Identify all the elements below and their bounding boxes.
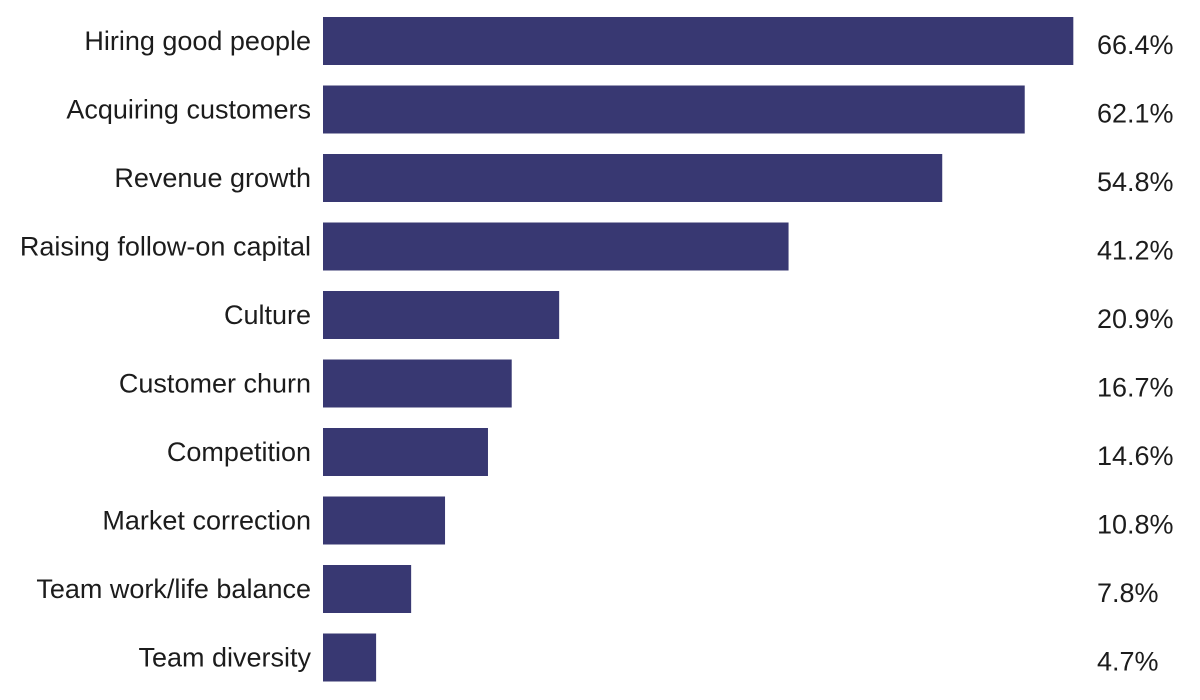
category-label: Revenue growth	[114, 163, 311, 193]
value-label: 4.7%	[1097, 647, 1159, 677]
bar	[323, 565, 412, 613]
category-label: Hiring good people	[84, 26, 311, 56]
category-labels-group: Hiring good people Acquiring customers Rev…	[20, 26, 312, 673]
bar	[323, 359, 512, 408]
bar	[323, 496, 446, 545]
value-label: 41.2%	[1097, 236, 1174, 266]
category-label: Acquiring customers	[66, 95, 311, 125]
bars-group	[323, 17, 1074, 682]
bar	[323, 85, 1025, 134]
category-label: Culture	[224, 300, 311, 330]
bar	[323, 428, 488, 476]
value-label: 20.9%	[1097, 304, 1174, 334]
bar	[323, 222, 789, 271]
value-label: 14.6%	[1097, 441, 1174, 471]
bar	[323, 154, 943, 202]
bar	[323, 17, 1074, 65]
value-label: 66.4%	[1097, 30, 1174, 60]
category-label: Raising follow-on capital	[20, 232, 311, 262]
category-label: Competition	[167, 437, 311, 467]
bar	[323, 633, 377, 682]
value-labels-group: 66.4% 62.1% 54.8% 41.2% 20.9% 16.7% 14.6% 10.8%…	[1097, 30, 1174, 677]
value-label: 10.8%	[1097, 510, 1174, 540]
category-label: Team diversity	[138, 643, 311, 673]
category-label: Team work/life balance	[36, 574, 311, 604]
value-label: 16.7%	[1097, 373, 1174, 403]
value-label: 54.8%	[1097, 167, 1174, 197]
category-label: Customer churn	[119, 369, 311, 399]
value-label: 7.8%	[1097, 578, 1159, 608]
category-label: Market correction	[102, 506, 311, 536]
bar	[323, 291, 560, 339]
value-label: 62.1%	[1097, 99, 1174, 129]
